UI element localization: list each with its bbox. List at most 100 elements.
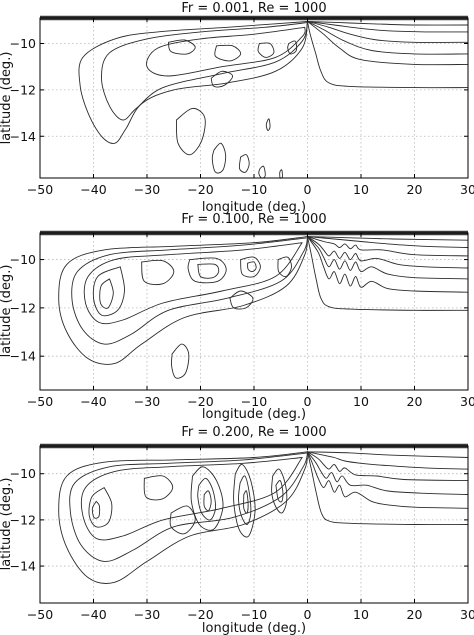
contour-line bbox=[307, 451, 469, 509]
contour-line bbox=[307, 21, 469, 43]
contour-line bbox=[197, 263, 220, 279]
y-tick-label: −12 bbox=[10, 512, 36, 527]
contour-line bbox=[277, 256, 292, 278]
contour-line bbox=[238, 475, 252, 525]
contour-line bbox=[279, 169, 283, 179]
x-tick-label: 10 bbox=[353, 607, 369, 622]
x-tick-label: −20 bbox=[187, 394, 213, 409]
x-tick-label: −20 bbox=[187, 182, 213, 197]
contour-line bbox=[307, 451, 469, 458]
contour-line bbox=[307, 21, 469, 66]
contour-line bbox=[307, 21, 469, 89]
contour-line bbox=[238, 154, 250, 173]
x-tick-label: −10 bbox=[241, 182, 267, 197]
x-tick-label: −30 bbox=[134, 394, 160, 409]
x-tick-label: 20 bbox=[407, 182, 423, 197]
axis-ticks: −50 −40 −30 −20 −10 0 10 20 30 −10 −12 −14 bbox=[10, 233, 474, 409]
contour-line bbox=[146, 26, 306, 77]
axis-ticks: −50 −40 −30 −20 −10 0 10 20 30 −10 −12 −14 bbox=[10, 18, 474, 197]
axis-ticks: −50 −40 −30 −20 −10 0 10 20 30 −10 −12 −14 bbox=[10, 446, 474, 622]
chart-panel-top: Fr = 0.001, Re = 1000 −50 −40 −30 −20 −10 0 10… bbox=[0, 1, 474, 215]
contour-line bbox=[175, 107, 206, 156]
contour-lines bbox=[78, 21, 469, 179]
y-tick-label: −12 bbox=[10, 300, 36, 315]
contour-line bbox=[92, 266, 125, 317]
x-tick-label: 30 bbox=[460, 182, 474, 197]
contour-line bbox=[307, 236, 469, 269]
y-tick-label: −12 bbox=[10, 82, 36, 97]
contour-line bbox=[243, 490, 249, 514]
contour-line bbox=[214, 44, 242, 62]
x-tick-label: −50 bbox=[27, 607, 53, 622]
contour-line bbox=[307, 451, 469, 526]
contour-line bbox=[101, 22, 308, 121]
contour-line bbox=[265, 118, 271, 131]
contour-line bbox=[307, 236, 469, 311]
x-tick-label: 30 bbox=[460, 394, 474, 409]
contour-line bbox=[83, 242, 303, 325]
y-tick-label: −10 bbox=[10, 36, 36, 51]
y-tick-label: −14 bbox=[10, 129, 36, 144]
x-tick-label: −40 bbox=[80, 607, 106, 622]
gridlines bbox=[40, 446, 468, 603]
chart-panel-middle: Fr = 0.100, Re = 1000 −50 −40 −30 −20 −10 0 10… bbox=[0, 212, 474, 422]
x-tick-label: −30 bbox=[134, 607, 160, 622]
contour-line bbox=[307, 236, 469, 248]
x-tick-label: −40 bbox=[80, 394, 106, 409]
contour-line bbox=[78, 21, 308, 144]
contour-line bbox=[307, 236, 469, 241]
contour-line bbox=[307, 451, 469, 495]
contour-line bbox=[91, 500, 101, 519]
x-tick-label: 20 bbox=[407, 607, 423, 622]
x-tick-label: −10 bbox=[241, 607, 267, 622]
x-tick-label: 30 bbox=[460, 607, 474, 622]
contour-line bbox=[307, 236, 469, 257]
contour-line bbox=[71, 237, 308, 345]
contour-line bbox=[307, 451, 469, 482]
x-axis-label: longitude (deg.) bbox=[202, 200, 306, 215]
x-tick-label: 0 bbox=[304, 607, 312, 622]
contour-line bbox=[229, 290, 254, 310]
contour-line bbox=[99, 278, 114, 309]
gridlines bbox=[40, 233, 468, 390]
contour-lines bbox=[58, 236, 469, 379]
x-tick-label: 0 bbox=[304, 394, 312, 409]
contour-line bbox=[240, 256, 261, 278]
x-tick-label: −40 bbox=[80, 182, 106, 197]
x-tick-label: −50 bbox=[27, 182, 53, 197]
contour-line bbox=[143, 475, 174, 501]
y-tick-label: −14 bbox=[10, 349, 36, 364]
contour-lines bbox=[58, 451, 469, 584]
chart-title: Fr = 0.200, Re = 1000 bbox=[181, 425, 326, 440]
chart-title: Fr = 0.001, Re = 1000 bbox=[181, 1, 326, 16]
contour-line bbox=[211, 142, 227, 174]
x-tick-label: 10 bbox=[353, 182, 369, 197]
contour-line bbox=[287, 40, 298, 55]
contour-line bbox=[275, 480, 284, 503]
contour-line bbox=[197, 477, 217, 521]
x-axis-label: longitude (deg.) bbox=[202, 621, 306, 635]
contour-line bbox=[141, 259, 175, 286]
contour-line bbox=[58, 451, 308, 584]
contour-line bbox=[307, 21, 469, 55]
x-tick-label: −50 bbox=[27, 394, 53, 409]
contour-line bbox=[247, 261, 257, 273]
x-tick-label: −10 bbox=[241, 394, 267, 409]
contour-line bbox=[233, 464, 256, 538]
contour-line bbox=[190, 466, 224, 531]
y-tick-label: −10 bbox=[10, 252, 36, 267]
contour-line bbox=[307, 236, 469, 293]
gridlines bbox=[40, 18, 468, 178]
chart-title: Fr = 0.100, Re = 1000 bbox=[181, 212, 326, 227]
y-axis-label: latitude (deg.) bbox=[0, 52, 14, 145]
y-tick-label: −14 bbox=[10, 559, 36, 574]
chart-panel-bottom: Fr = 0.200, Re = 1000 −50 −40 −30 −20 −10 0 10… bbox=[0, 425, 474, 635]
contour-line bbox=[271, 468, 288, 514]
contour-line bbox=[210, 70, 234, 88]
x-tick-label: −30 bbox=[134, 182, 160, 197]
contour-line bbox=[69, 452, 308, 562]
y-axis-label: latitude (deg.) bbox=[0, 478, 14, 571]
x-tick-label: 20 bbox=[407, 394, 423, 409]
contour-line bbox=[88, 487, 113, 528]
contour-line bbox=[169, 505, 196, 535]
